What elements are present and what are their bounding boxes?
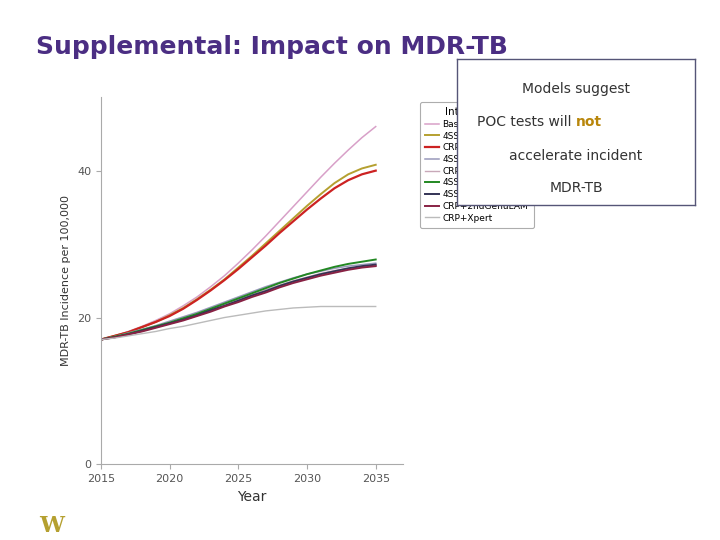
Text: DEPARTMENT OF EPIDEMIOLOGY: DEPARTMENT OF EPIDEMIOLOGY	[83, 516, 210, 523]
Text: W: W	[40, 516, 65, 537]
Y-axis label: MDR-TB Incidence per 100,000: MDR-TB Incidence per 100,000	[61, 195, 71, 366]
Text: School of Public Health: School of Public Health	[83, 531, 155, 537]
Text: UNIVERSITY of WASHINGTON: UNIVERSITY of WASHINGTON	[83, 524, 174, 530]
Text: Supplemental: Impact on MDR-TB: Supplemental: Impact on MDR-TB	[36, 35, 508, 59]
Text: POC tests will: POC tests will	[477, 115, 576, 129]
Text: not: not	[576, 115, 602, 129]
X-axis label: Year: Year	[238, 490, 266, 504]
Legend: Baseline, 4SS+uLAM+Xpert, CRP+uLAM+Xpert, 4SS+uLAM, CRP+uLAM, 4SS+2ndGenuLAM, 4S: Baseline, 4SS+uLAM+Xpert, CRP+uLAM+Xpert…	[420, 102, 534, 228]
Text: accelerate incident: accelerate incident	[509, 148, 643, 163]
Text: Models suggest: Models suggest	[522, 82, 630, 96]
Text: MDR-TB: MDR-TB	[549, 181, 603, 195]
